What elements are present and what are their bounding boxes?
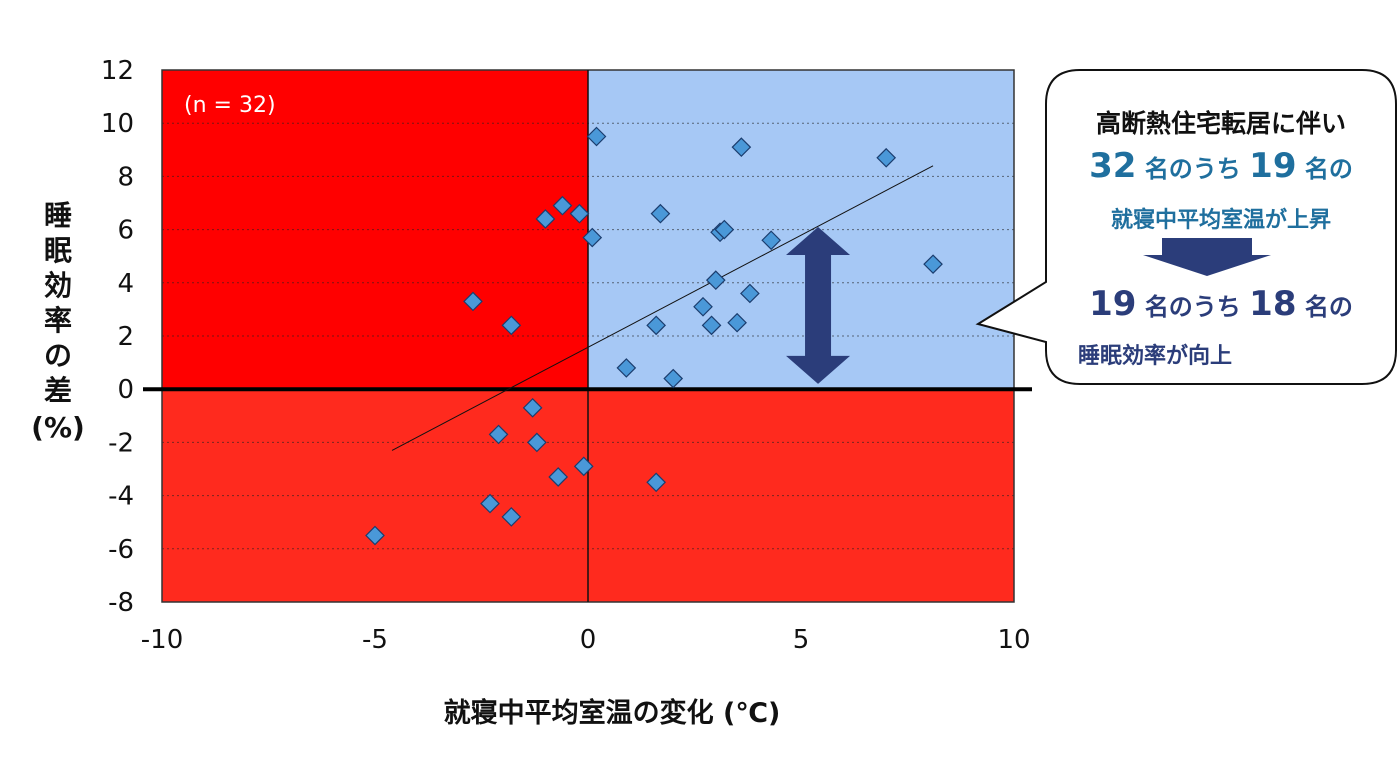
y-tick-label: 12 <box>101 56 134 86</box>
callout-line-4: 19 名のうち 18 名の <box>1046 284 1396 324</box>
callout-down-arrow <box>1143 238 1271 276</box>
callout-count-warmer-2: 19 <box>1089 284 1137 324</box>
data-point <box>586 126 607 147</box>
callout-line-3: 就寝中平均室温が上昇 <box>1110 208 1331 233</box>
y-tick-label: 2 <box>117 322 134 352</box>
data-point <box>527 432 547 453</box>
data-point <box>876 147 897 168</box>
callout-line-2-end: 名の <box>1304 155 1353 183</box>
y-axis-label-part: (%) <box>31 411 85 444</box>
y-tick-label: 4 <box>117 269 134 299</box>
data-points <box>365 126 943 546</box>
y-tick-label: -4 <box>108 482 134 512</box>
callout-line-4-end: 名の <box>1304 293 1353 321</box>
data-point <box>923 254 943 275</box>
callout-bubble <box>975 69 1397 385</box>
x-tick-label: 0 <box>580 625 597 655</box>
y-tick-label: 0 <box>117 375 134 405</box>
callout-text: 高断熱住宅転居に伴い 32 名のうち 19 名の 就寝中平均室温が上昇 19 名… <box>1046 70 1396 384</box>
data-point <box>365 525 385 546</box>
y-tick-label: -8 <box>108 588 134 618</box>
y-tick-label: -2 <box>108 428 134 458</box>
data-point <box>616 358 637 378</box>
data-point <box>573 456 594 477</box>
axes <box>143 69 1032 603</box>
callout-count-warmer: 19 <box>1249 146 1297 186</box>
trendline <box>391 165 934 451</box>
data-point <box>552 195 573 216</box>
data-point <box>727 312 747 333</box>
callout-outline <box>975 69 1397 385</box>
data-point <box>522 397 543 418</box>
double-arrow-shape <box>786 226 851 384</box>
data-point <box>650 203 671 224</box>
y-tick-label: 6 <box>117 216 134 246</box>
y-axis-label-part: 効 <box>44 269 72 302</box>
callout-line-4-mid: 名のうち <box>1144 293 1241 321</box>
data-point <box>701 315 722 336</box>
callout-line-5: 睡眠効率が向上 <box>1078 344 1233 369</box>
trend-line <box>391 165 934 451</box>
data-point <box>548 467 569 487</box>
data-point <box>535 209 556 229</box>
data-point <box>740 283 760 304</box>
data-point <box>663 368 684 389</box>
quadrant-top-right <box>588 70 1014 390</box>
data-point <box>501 315 522 336</box>
data-point <box>646 472 667 493</box>
sample-size-annotation: (n = 32) <box>184 93 276 118</box>
callout-line-2-mid: 名のうち <box>1144 155 1241 183</box>
x-tick-label: -10 <box>141 625 183 655</box>
y-axis-label-part: 差 <box>44 374 72 407</box>
data-point <box>693 296 713 317</box>
y-axis-label-part: 眠 <box>44 234 72 267</box>
data-point <box>646 315 667 336</box>
y-tick-label: 10 <box>101 109 134 139</box>
callout-line-2: 32 名のうち 19 名の <box>1046 146 1396 186</box>
y-axis-label-part: の <box>44 339 72 372</box>
data-point <box>761 230 782 251</box>
double-arrow <box>786 226 851 384</box>
data-point <box>480 493 500 514</box>
x-tick-label: 5 <box>793 625 810 655</box>
x-tick-label: -5 <box>362 625 388 655</box>
data-point <box>488 424 509 445</box>
data-point <box>714 219 735 240</box>
data-point <box>582 227 603 248</box>
data-point <box>463 291 483 312</box>
callout-count-improved: 18 <box>1249 284 1297 324</box>
callout-heading: 高断熱住宅転居に伴い <box>1095 109 1346 138</box>
y-tick-label: 8 <box>117 162 134 192</box>
data-point <box>731 137 752 157</box>
x-axis-label: 就寝中平均室温の変化 (℃) <box>444 697 781 729</box>
x-tick-label: 10 <box>997 625 1030 655</box>
callout-count-total: 32 <box>1089 146 1137 186</box>
y-tick-labels: 12 10 8 6 4 2 0 -2 -4 -6 -8 <box>101 56 134 618</box>
x-tick-labels: -10 -5 0 5 10 <box>141 625 1031 655</box>
data-point <box>501 507 522 527</box>
y-axis-label-part: 睡 <box>44 199 72 232</box>
data-point <box>705 270 726 290</box>
y-axis-label-part: 率 <box>44 304 72 337</box>
y-tick-label: -6 <box>108 535 134 565</box>
data-point <box>569 203 590 224</box>
